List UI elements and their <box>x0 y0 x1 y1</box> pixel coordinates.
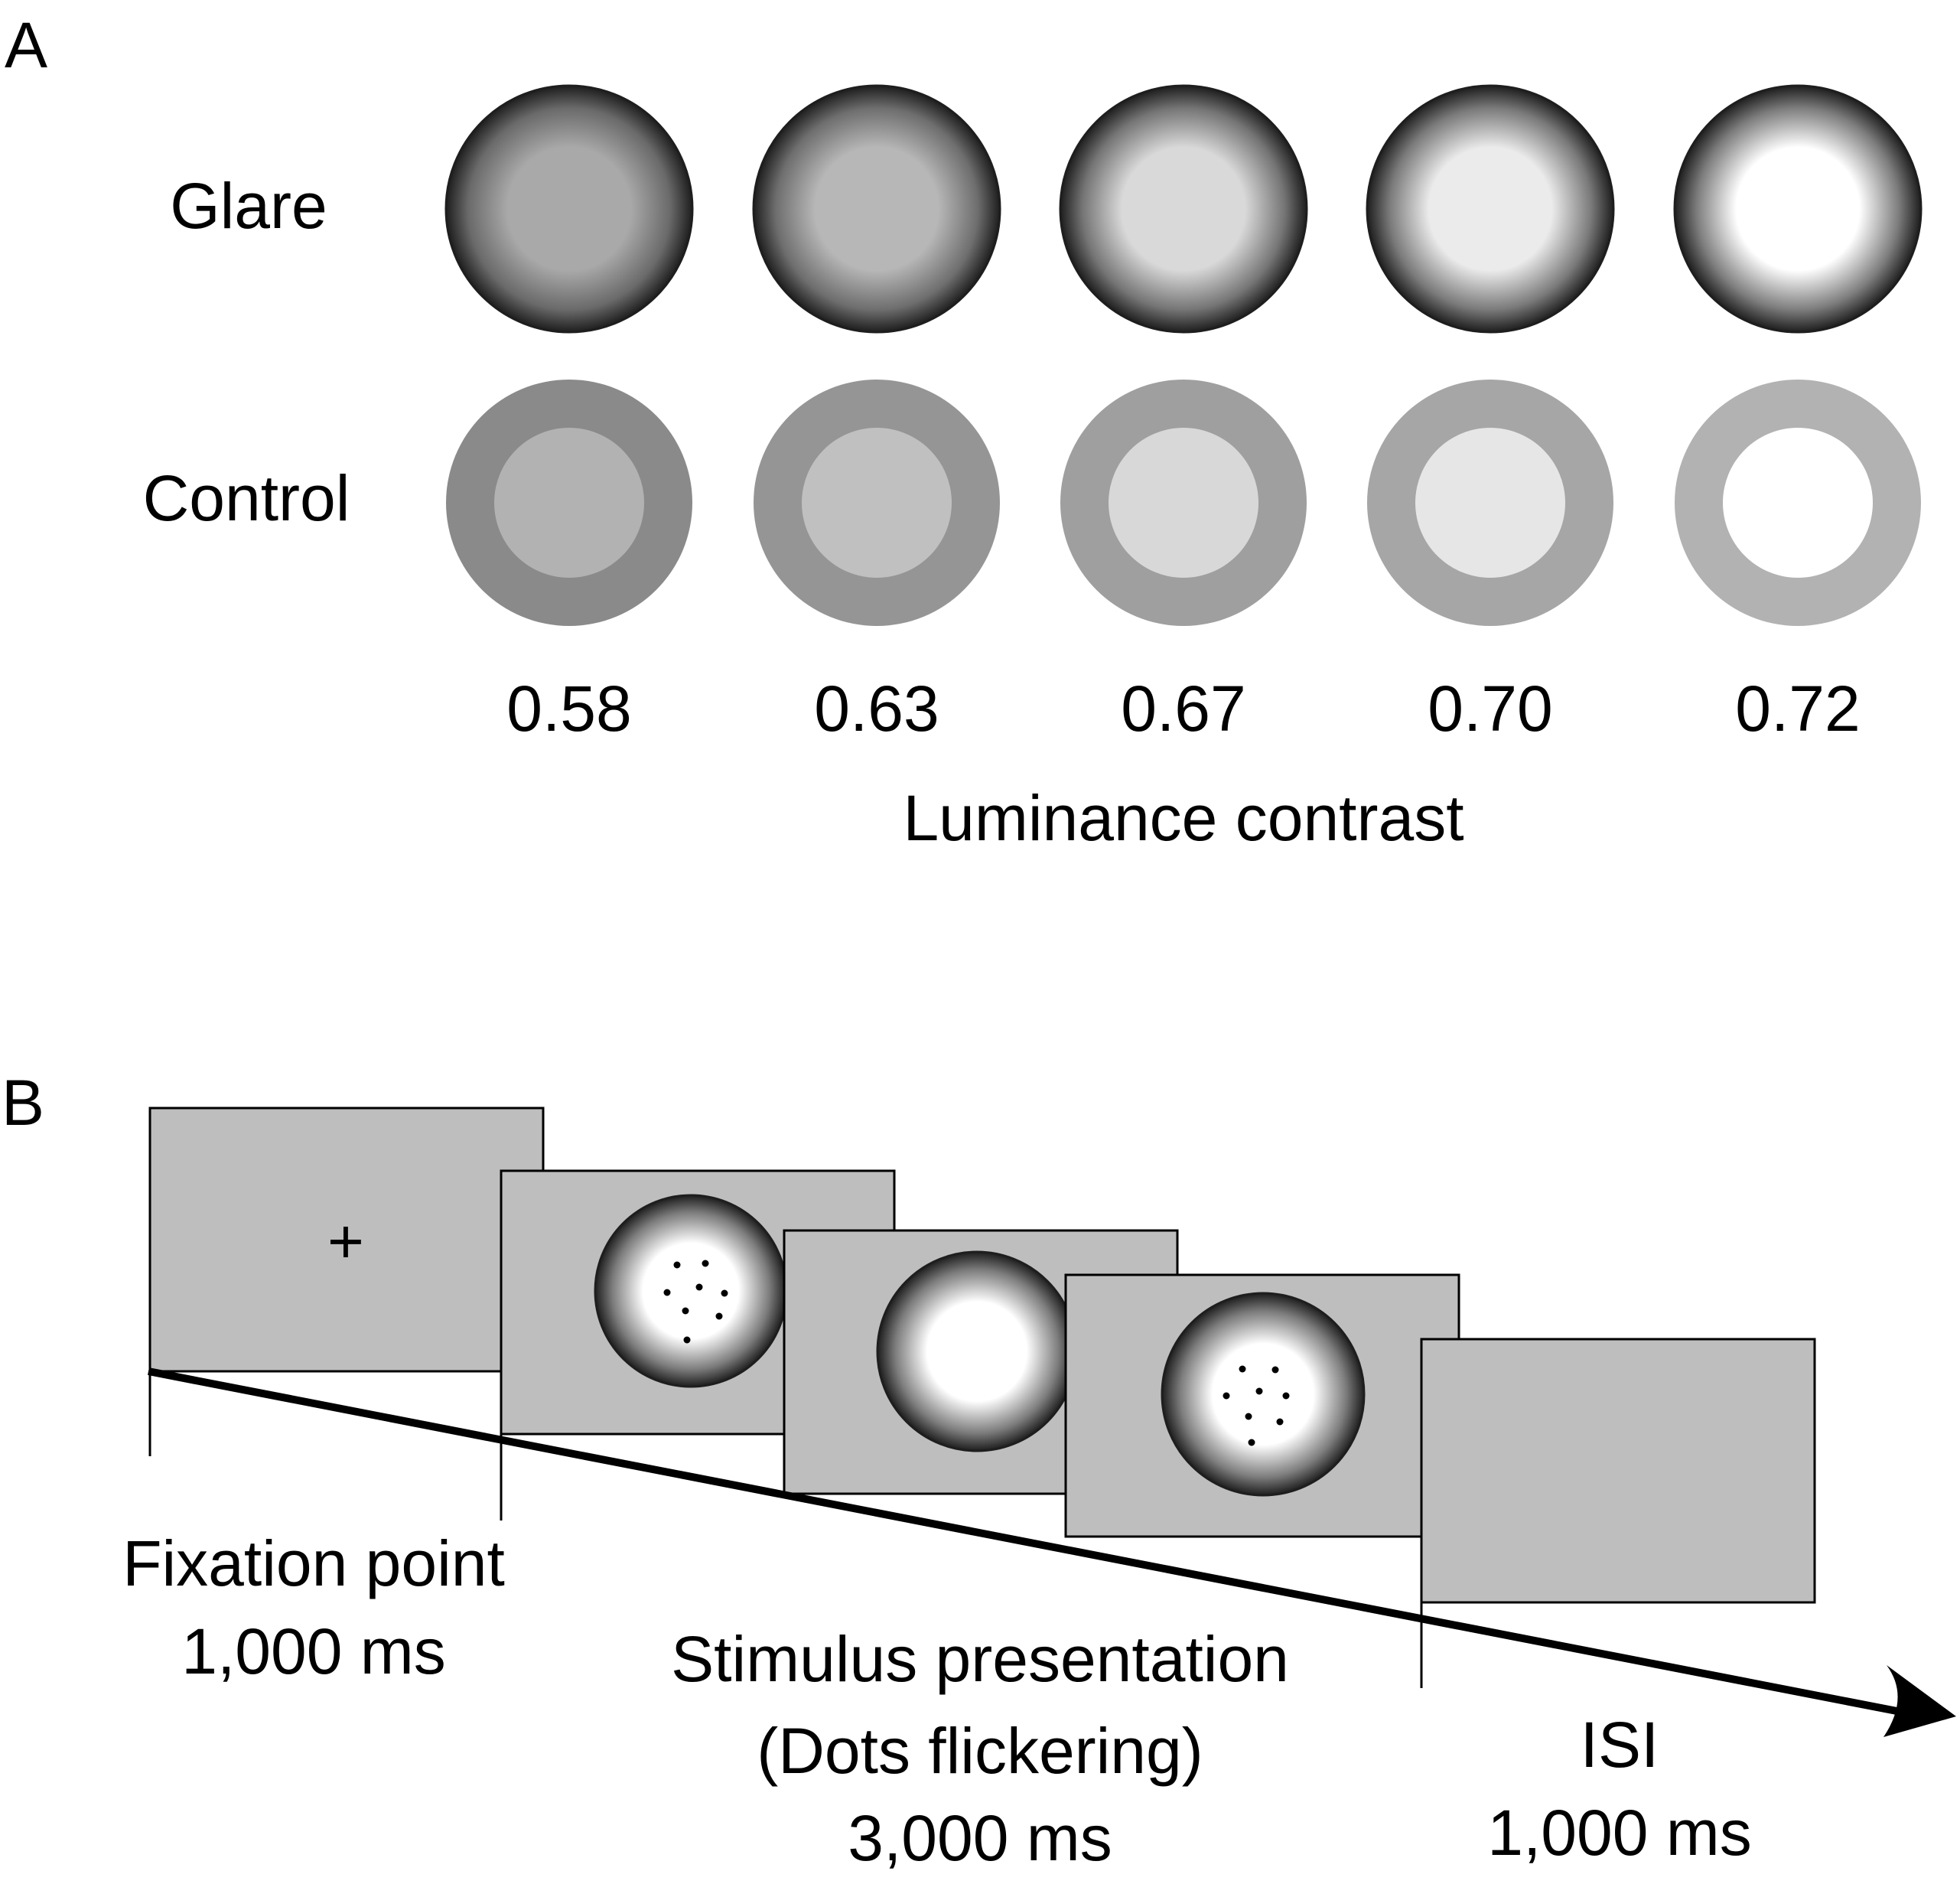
glare-stimulus <box>594 1194 788 1388</box>
glare-stimulus <box>752 84 1001 334</box>
panel-a: A Glare Control <box>5 9 1923 854</box>
panel-a-label: A <box>5 9 47 81</box>
glare-row <box>444 84 1923 334</box>
glare-stimulus <box>1059 84 1308 334</box>
stimulus-phase-duration: 3,000 ms <box>848 1802 1112 1874</box>
glare-stimulus <box>444 84 694 334</box>
fixation-cross: + <box>327 1207 364 1276</box>
contrast-value: 0.67 <box>1121 673 1246 745</box>
glare-stimulus <box>1161 1292 1366 1497</box>
isi-phase-duration: 1,000 ms <box>1487 1797 1752 1869</box>
glare-stimulus <box>876 1250 1078 1452</box>
control-row <box>446 380 1921 626</box>
stimulus-phase-label: Stimulus presentation (Dots flickering) … <box>671 1623 1289 1874</box>
panel-b-label: B <box>2 1067 44 1139</box>
isi-screen <box>1420 1338 1816 1604</box>
flicker-dots <box>1223 1365 1290 1446</box>
stimulus-phase-name: Stimulus presentation <box>671 1623 1289 1695</box>
fixation-phase-duration: 1,000 ms <box>181 1615 446 1687</box>
glare-row-label: Glare <box>170 170 327 242</box>
contrast-value: 0.70 <box>1428 673 1553 745</box>
contrast-value: 0.72 <box>1735 673 1861 745</box>
control-stimulus <box>446 380 692 626</box>
luminance-contrast-axis-label: Luminance contrast <box>903 782 1463 854</box>
contrast-value: 0.63 <box>814 673 939 745</box>
control-stimulus <box>1675 380 1921 626</box>
glare-stimulus <box>1366 84 1615 334</box>
fixation-phase-name: Fixation point <box>122 1527 505 1599</box>
phase-ticks <box>148 1371 1423 1688</box>
timeline-arrow <box>148 1367 1956 1737</box>
panel-b: B + <box>2 1067 1956 1874</box>
isi-phase-label: ISI 1,000 ms <box>1487 1709 1752 1869</box>
stimulus-phase-detail: (Dots flickering) <box>757 1715 1203 1787</box>
fixation-phase-label: Fixation point 1,000 ms <box>122 1527 505 1687</box>
isi-phase-name: ISI <box>1581 1709 1659 1781</box>
fixation-screen: + <box>148 1107 545 1373</box>
contrast-values: 0.58 0.63 0.67 0.70 0.72 <box>506 673 1861 745</box>
control-row-label: Control <box>143 462 350 534</box>
contrast-value: 0.58 <box>506 673 632 745</box>
stimulus-screen-dots <box>1064 1273 1460 1538</box>
flicker-dots <box>663 1260 728 1344</box>
glare-stimulus <box>1673 84 1923 334</box>
control-stimulus <box>1060 380 1307 626</box>
control-stimulus <box>754 380 1000 626</box>
control-stimulus <box>1367 380 1613 626</box>
